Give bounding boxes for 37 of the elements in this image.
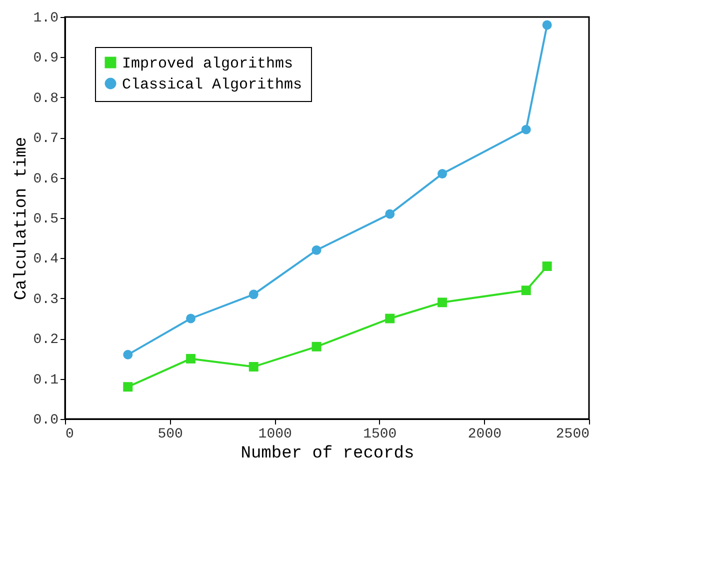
legend-label: Improved algorithms xyxy=(122,56,294,72)
y-tick-label: 0.7 xyxy=(33,131,58,148)
point xyxy=(312,245,322,255)
y-tick-label: 0.4 xyxy=(33,252,58,268)
point xyxy=(312,342,322,352)
y-axis-title: Calculation time xyxy=(12,136,32,300)
x-tick-label: 2500 xyxy=(556,426,590,442)
point xyxy=(438,298,448,308)
y-tick-label: 0.9 xyxy=(33,50,58,67)
point xyxy=(385,209,395,219)
x-tick-label: 1000 xyxy=(258,426,292,442)
x-axis-title: Number of records xyxy=(240,444,414,464)
x-tick-label: 500 xyxy=(158,426,183,442)
point xyxy=(248,362,258,372)
point xyxy=(521,286,531,296)
x-tick-label: 1500 xyxy=(363,426,397,442)
point xyxy=(123,350,133,360)
y-tick-label: 0.2 xyxy=(33,332,58,348)
y-tick-label: 0.1 xyxy=(33,372,58,388)
point xyxy=(123,382,133,392)
y-tick-label: 0.6 xyxy=(33,171,58,188)
y-tick-label: 0.0 xyxy=(33,412,58,428)
point xyxy=(186,354,196,364)
point xyxy=(385,314,395,324)
legend-label: Classical Algorithms xyxy=(122,76,302,94)
point xyxy=(438,169,448,179)
point xyxy=(542,20,552,30)
y-tick-label: 1.0 xyxy=(33,10,58,26)
point xyxy=(186,314,196,324)
point xyxy=(248,290,258,300)
x-tick-label: 0 xyxy=(66,426,74,442)
point xyxy=(542,261,552,271)
x-tick-label: 2000 xyxy=(468,426,502,442)
y-tick-label: 0.8 xyxy=(33,90,58,107)
point xyxy=(521,124,531,134)
y-tick-label: 0.5 xyxy=(33,212,58,228)
y-tick-label: 0.3 xyxy=(33,292,58,308)
